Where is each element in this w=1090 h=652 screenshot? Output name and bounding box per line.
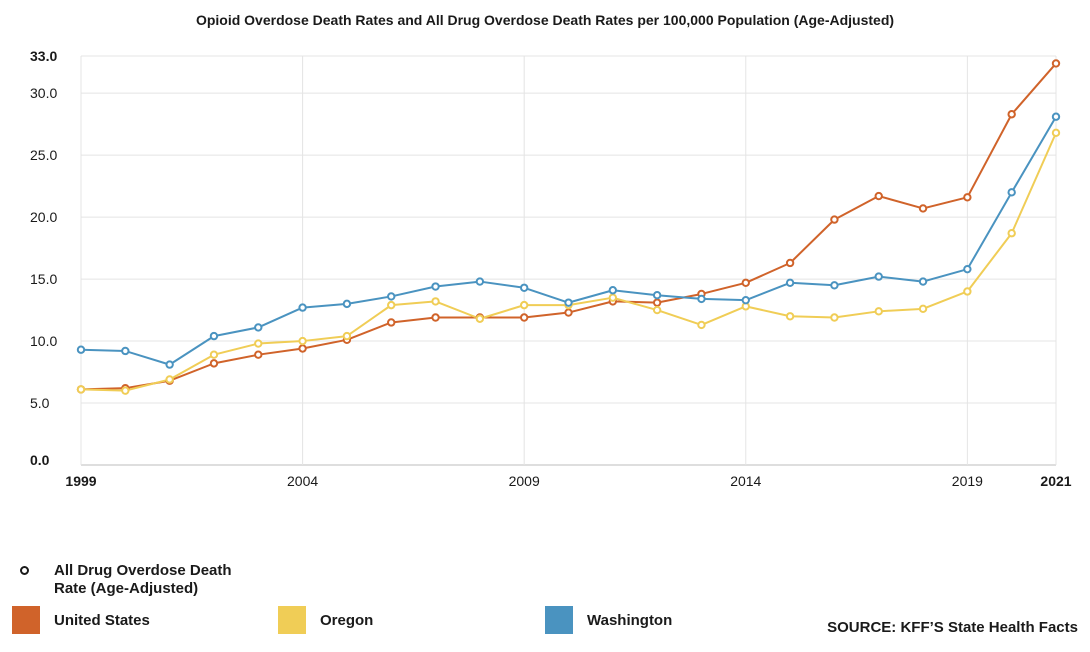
y-tick-label: 5.0 (30, 395, 50, 411)
data-point-washington[interactable] (697, 294, 706, 304)
data-point-washington[interactable] (121, 346, 130, 356)
data-point-washington[interactable] (298, 303, 307, 312)
x-tick-label: 2021 (1040, 473, 1071, 489)
data-point-oregon[interactable] (475, 314, 485, 323)
legend-swatch-united-states (12, 606, 40, 634)
data-point-united-states[interactable] (830, 215, 839, 224)
data-point-washington[interactable] (387, 292, 396, 301)
data-point-oregon[interactable] (652, 305, 662, 315)
data-point-washington[interactable] (608, 286, 618, 295)
source-note: SOURCE: KFF’S State Health Facts (827, 619, 1078, 636)
data-point-oregon[interactable] (165, 375, 174, 384)
data-point-washington[interactable] (963, 264, 972, 274)
data-point-oregon[interactable] (963, 287, 972, 296)
data-point-united-states[interactable] (1051, 59, 1061, 68)
data-point-united-states[interactable] (431, 313, 440, 322)
data-point-washington[interactable] (165, 360, 174, 369)
data-point-washington[interactable] (652, 291, 662, 300)
data-point-washington[interactable] (564, 298, 573, 307)
legend-marker-label-line1: All Drug Overdose Death (54, 562, 232, 579)
data-point-united-states[interactable] (785, 258, 795, 268)
y-tick-label: 10.0 (30, 333, 57, 349)
data-point-oregon[interactable] (918, 304, 928, 314)
data-point-washington[interactable] (431, 282, 440, 291)
data-point-washington[interactable] (874, 272, 883, 281)
data-point-oregon[interactable] (830, 313, 839, 322)
y-tick-label: 25.0 (30, 147, 57, 163)
data-point-united-states[interactable] (519, 313, 529, 322)
y-tick-label: 30.0 (30, 85, 57, 101)
data-point-oregon[interactable] (874, 307, 883, 316)
legend-swatch-washington (545, 606, 573, 634)
y-tick-label: 33.0 (30, 48, 57, 64)
y-tick-label: 15.0 (30, 271, 57, 287)
data-point-oregon[interactable] (121, 386, 130, 395)
data-point-united-states[interactable] (298, 344, 307, 353)
legend-marker-dot-icon (20, 566, 29, 575)
data-point-oregon[interactable] (1051, 128, 1061, 138)
data-point-washington[interactable] (741, 295, 750, 305)
data-point-united-states[interactable] (741, 278, 750, 288)
axis-layer: 0.0 5.0 10.0 15.0 20.0 25.0 30.0 33.0 1999 2004 20… (30, 48, 1072, 489)
legend-label-oregon: Oregon (320, 612, 374, 629)
x-tick-label: 2004 (287, 473, 318, 489)
data-point-washington[interactable] (342, 299, 352, 309)
data-point-washington[interactable] (254, 323, 263, 332)
data-point-washington[interactable] (785, 278, 795, 288)
data-point-oregon[interactable] (1007, 229, 1016, 238)
data-point-oregon[interactable] (387, 300, 396, 310)
data-point-oregon[interactable] (519, 300, 529, 310)
data-point-united-states[interactable] (1007, 110, 1016, 119)
x-tick-label: 2009 (509, 473, 540, 489)
data-point-united-states[interactable] (254, 350, 263, 359)
legend-label-washington: Washington (587, 612, 673, 629)
legend-label-united-states: United States (54, 612, 150, 629)
data-point-oregon[interactable] (431, 297, 440, 306)
x-tick-label: 2014 (730, 473, 761, 489)
y-tick-label: 20.0 (30, 209, 57, 225)
series-line-washington (80, 116, 1057, 366)
data-point-united-states[interactable] (387, 318, 396, 327)
data-point-washington[interactable] (830, 281, 839, 290)
x-tick-label: 2019 (952, 473, 983, 489)
data-point-oregon[interactable] (254, 339, 263, 348)
data-point-washington[interactable] (209, 331, 219, 341)
y-tick-label: 0.0 (30, 452, 50, 468)
data-point-oregon[interactable] (209, 350, 219, 359)
data-point-washington[interactable] (1007, 188, 1016, 197)
data-point-united-states[interactable] (652, 298, 662, 307)
data-point-washington[interactable] (918, 277, 928, 286)
series-line-oregon (80, 132, 1057, 392)
data-point-united-states[interactable] (963, 193, 972, 202)
data-point-oregon[interactable] (785, 312, 795, 321)
data-point-washington[interactable] (475, 277, 485, 286)
data-point-washington[interactable] (519, 283, 529, 292)
data-point-washington[interactable] (76, 345, 86, 354)
data-point-washington[interactable] (1051, 112, 1061, 121)
chart-title: Opioid Overdose Death Rates and All Drug… (195, 12, 895, 28)
data-point-united-states[interactable] (564, 308, 573, 317)
data-point-oregon[interactable] (76, 385, 86, 394)
data-point-oregon[interactable] (697, 320, 706, 330)
data-point-united-states[interactable] (874, 191, 883, 201)
legend-swatch-oregon (278, 606, 306, 634)
series-line-united-states (80, 62, 1057, 391)
legend-marker-label-line2: Rate (Age-Adjusted) (54, 580, 199, 597)
legend-marker-label: All Drug Overdose Death Rate (Age-Adjust… (54, 562, 232, 598)
grid-layer (80, 55, 1057, 466)
data-point-oregon[interactable] (608, 293, 618, 302)
series-layer (76, 59, 1061, 395)
data-point-oregon[interactable] (298, 336, 307, 346)
data-point-united-states[interactable] (918, 204, 928, 213)
data-point-united-states[interactable] (209, 359, 219, 368)
data-point-oregon[interactable] (342, 331, 352, 341)
x-tick-label: 1999 (65, 473, 96, 489)
